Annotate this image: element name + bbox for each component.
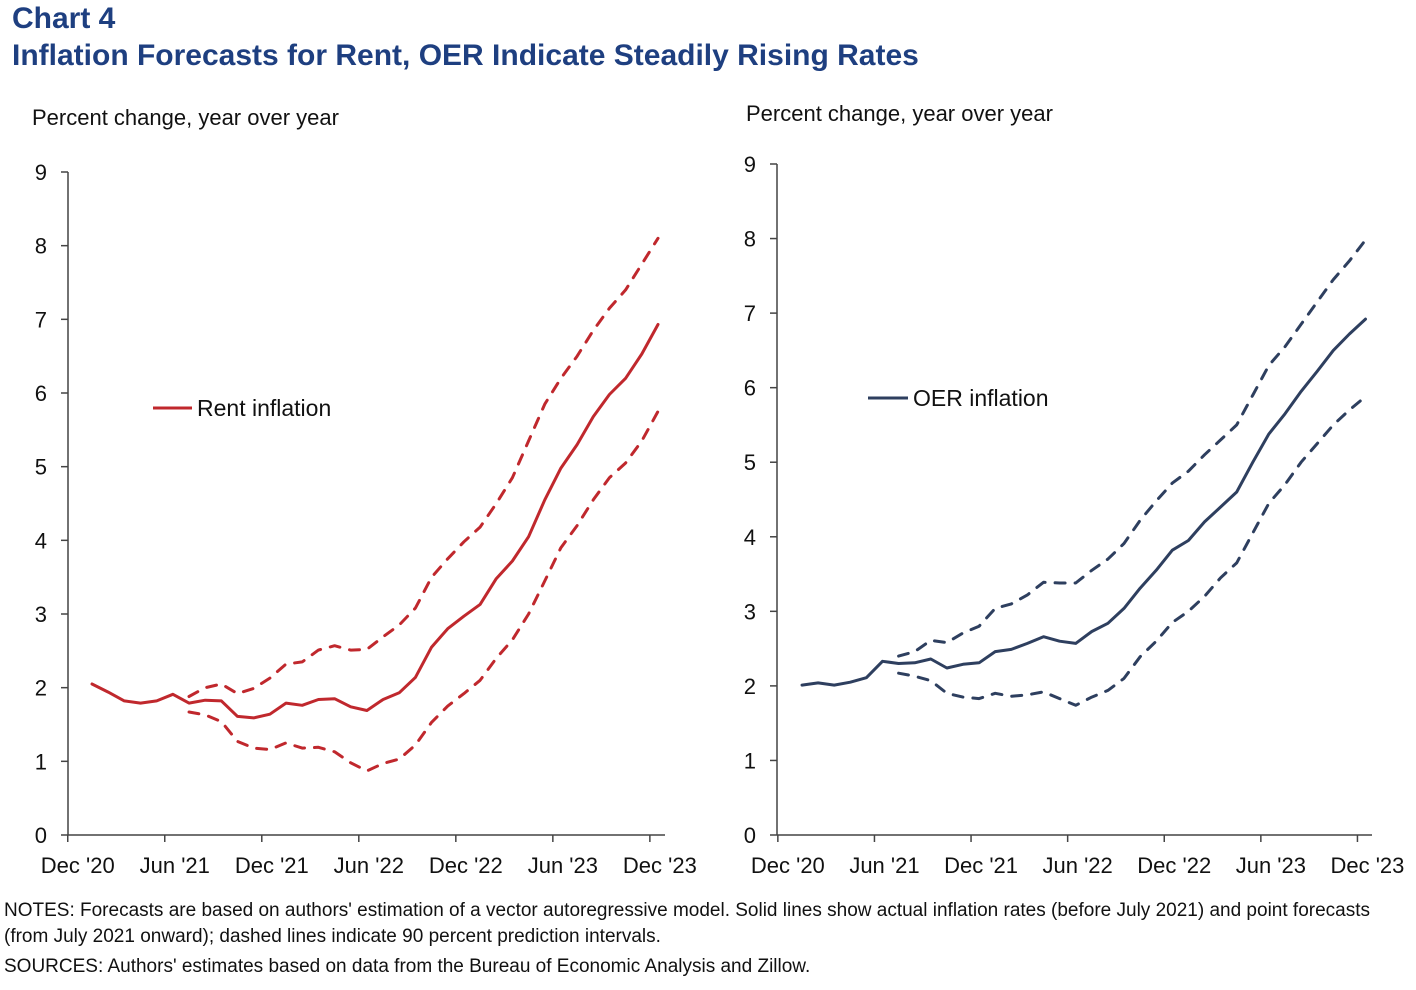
y-tick-label: 9 bbox=[744, 152, 756, 177]
x-tick-label: Jun '23 bbox=[528, 853, 598, 878]
series-line-lower-interval bbox=[187, 409, 660, 773]
x-tick-label: Jun '22 bbox=[1043, 853, 1113, 878]
series-line-upper-interval bbox=[897, 238, 1367, 658]
y-tick-label: 1 bbox=[35, 749, 47, 774]
y-axis-label: Percent change, year over year bbox=[746, 101, 1053, 126]
x-tick-label: Dec '23 bbox=[1330, 853, 1404, 878]
sources-text: SOURCES: Authors' estimates based on dat… bbox=[4, 956, 811, 977]
series-line-upper-interval bbox=[187, 236, 660, 698]
x-tick-label: Jun '23 bbox=[1236, 853, 1306, 878]
x-tick-label: Jun '21 bbox=[140, 853, 210, 878]
y-tick-label: 9 bbox=[35, 160, 47, 185]
y-tick-label: 8 bbox=[35, 234, 47, 259]
x-tick-label: Dec '22 bbox=[429, 853, 503, 878]
y-axis-label: Percent change, year over year bbox=[32, 105, 339, 130]
x-tick-label: Dec '20 bbox=[751, 853, 825, 878]
x-tick-label: Dec '20 bbox=[41, 853, 115, 878]
x-tick-label: Dec '22 bbox=[1137, 853, 1211, 878]
y-tick-label: 0 bbox=[35, 823, 47, 848]
y-tick-label: 4 bbox=[35, 528, 47, 553]
y-tick-label: 2 bbox=[744, 674, 756, 699]
y-tick-label: 2 bbox=[35, 676, 47, 701]
series-line-lower-interval bbox=[897, 395, 1367, 707]
y-tick-label: 5 bbox=[744, 450, 756, 475]
chart-number: Chart 4 bbox=[12, 2, 116, 35]
y-tick-label: 6 bbox=[744, 376, 756, 401]
y-tick-label: 7 bbox=[35, 307, 47, 332]
x-tick-label: Dec '21 bbox=[944, 853, 1018, 878]
x-tick-label: Jun '22 bbox=[334, 853, 404, 878]
series-line-point-forecast bbox=[800, 317, 1367, 687]
x-tick-label: Dec '21 bbox=[235, 853, 309, 878]
x-tick-label: Dec '23 bbox=[623, 853, 697, 878]
y-tick-label: 4 bbox=[744, 525, 756, 550]
y-tick-label: 6 bbox=[35, 381, 47, 406]
y-tick-label: 3 bbox=[35, 602, 47, 627]
y-tick-label: 0 bbox=[744, 823, 756, 848]
legend-label: Rent inflation bbox=[197, 395, 331, 421]
y-tick-label: 1 bbox=[744, 748, 756, 773]
y-tick-label: 5 bbox=[35, 455, 47, 480]
y-tick-label: 8 bbox=[744, 227, 756, 252]
x-tick-label: Jun '21 bbox=[849, 853, 919, 878]
y-tick-label: 7 bbox=[744, 301, 756, 326]
y-tick-label: 3 bbox=[744, 599, 756, 624]
chart-title: Inflation Forecasts for Rent, OER Indica… bbox=[12, 39, 919, 72]
legend-label: OER inflation bbox=[913, 385, 1049, 411]
notes-text: NOTES: Forecasts are based on authors' e… bbox=[4, 900, 1370, 947]
series-line-point-forecast bbox=[90, 323, 660, 720]
